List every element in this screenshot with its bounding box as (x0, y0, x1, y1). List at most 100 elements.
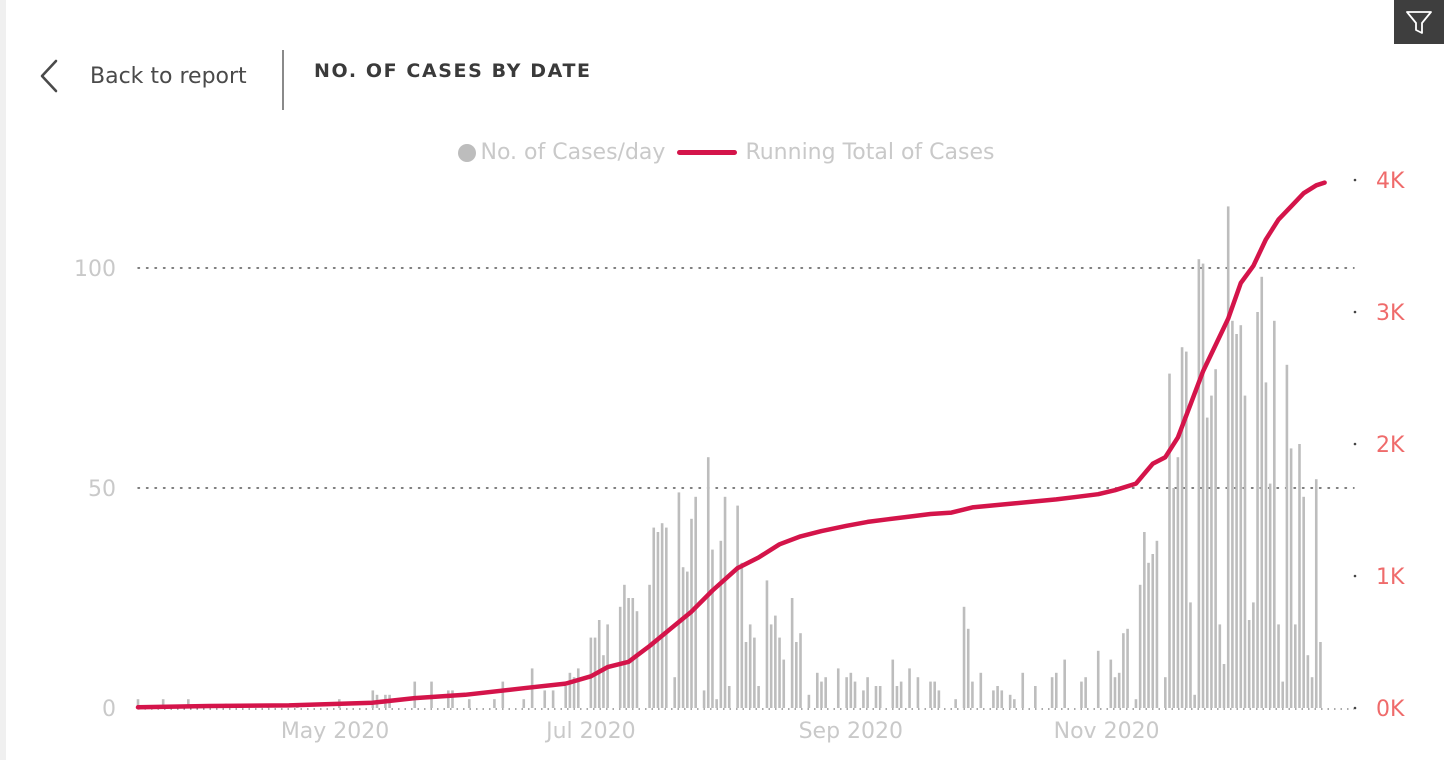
case-bar (1273, 320, 1276, 708)
case-bar (685, 571, 689, 708)
case-bar (895, 686, 899, 708)
case-bar (673, 677, 677, 708)
legend-item-running-total[interactable]: Running Total of Cases (677, 140, 994, 165)
case-bar (702, 690, 706, 708)
y-right-tick-label: 3K (1376, 301, 1405, 326)
case-bar (1214, 369, 1217, 708)
case-bar (1222, 664, 1226, 708)
case-bar (1193, 694, 1196, 708)
case-bar (719, 540, 723, 708)
y-left-tick-label: 0 (102, 697, 116, 722)
case-bar (1155, 540, 1159, 708)
case-bar (602, 655, 605, 708)
case-bar (564, 686, 567, 708)
case-bar (795, 642, 798, 708)
case-bar (1164, 677, 1167, 708)
case-bar (748, 624, 752, 708)
case-bar (681, 567, 685, 708)
case-bar (652, 527, 656, 708)
case-bar (1096, 650, 1100, 708)
case-bar (727, 686, 731, 708)
case-bar (543, 690, 547, 708)
case-bar (1218, 624, 1222, 708)
y-left-tick-label: 50 (88, 477, 116, 502)
y-right-tick-label: 1K (1376, 565, 1405, 590)
case-bar (501, 681, 505, 708)
case-bar (1285, 364, 1289, 708)
case-bar (966, 628, 970, 708)
case-bar (451, 690, 454, 708)
legend-item-cases-per-day[interactable]: No. of Cases/day (457, 140, 666, 165)
legend-label-cases-per-day: No. of Cases/day (480, 140, 666, 165)
case-bar (962, 606, 966, 708)
case-bar (1247, 620, 1251, 708)
case-bar (1168, 373, 1171, 708)
case-bar (413, 681, 417, 708)
case-bar (677, 492, 681, 708)
case-bar (1231, 320, 1234, 708)
y-right-tick-label: 0K (1376, 697, 1405, 722)
case-bar (866, 677, 869, 708)
case-bar (774, 615, 777, 708)
case-bar (493, 699, 496, 708)
case-bar (1252, 602, 1255, 708)
page-title: NO. OF CASES BY DATE (314, 60, 592, 82)
filter-icon (1406, 11, 1432, 34)
case-bar (715, 699, 718, 708)
legend-dot-marker (457, 143, 476, 162)
back-to-report-button[interactable]: Back to report (34, 54, 247, 98)
case-bar (954, 699, 957, 708)
y-right-tick-label: 4K (1376, 169, 1405, 194)
x-tick-label: Sep 2020 (799, 719, 903, 744)
case-bar (371, 690, 375, 708)
y-right-tick-mark (1353, 178, 1357, 182)
case-bar (769, 624, 773, 708)
case-bar (765, 580, 769, 708)
case-bar (971, 681, 974, 708)
case-bar (757, 686, 760, 708)
case-bar (1293, 624, 1297, 708)
case-bar (820, 681, 823, 708)
header-divider (282, 50, 284, 110)
case-bar (1021, 672, 1025, 708)
case-bar (1268, 483, 1272, 708)
case-bar (1243, 395, 1247, 708)
case-bar (1134, 699, 1138, 708)
case-bar (1172, 488, 1175, 708)
case-bar (635, 611, 639, 708)
case-bar (1235, 334, 1238, 708)
case-bar (862, 690, 865, 708)
case-bar (576, 668, 580, 708)
case-bar (1008, 694, 1012, 708)
case-bar (1319, 642, 1322, 708)
case-bar (723, 496, 727, 708)
case-bar (1126, 628, 1129, 708)
case-bar (1197, 259, 1201, 708)
case-bar (1201, 263, 1205, 708)
case-bar (744, 642, 748, 708)
case-bar (187, 699, 190, 708)
case-bar (1281, 681, 1285, 708)
case-bar (1260, 276, 1264, 708)
case-bar (815, 672, 819, 708)
case-bar (551, 690, 555, 708)
case-bar (891, 659, 895, 708)
case-bar (740, 562, 744, 708)
case-bar (1277, 624, 1280, 708)
y-right-tick-mark (1353, 574, 1357, 578)
case-bar (1310, 677, 1314, 708)
case-bar (996, 686, 999, 708)
y-left-tick-label: 100 (74, 257, 116, 282)
case-bar (853, 681, 857, 708)
case-bar (1184, 351, 1188, 708)
case-bar (1256, 312, 1259, 708)
case-bar (1113, 677, 1117, 708)
case-bar (660, 523, 664, 708)
filter-button[interactable] (1394, 0, 1444, 44)
case-bar (845, 677, 848, 708)
case-bar (992, 690, 995, 708)
case-bar (627, 598, 630, 708)
case-bar (807, 694, 811, 708)
x-tick-label: Nov 2020 (1054, 719, 1160, 744)
